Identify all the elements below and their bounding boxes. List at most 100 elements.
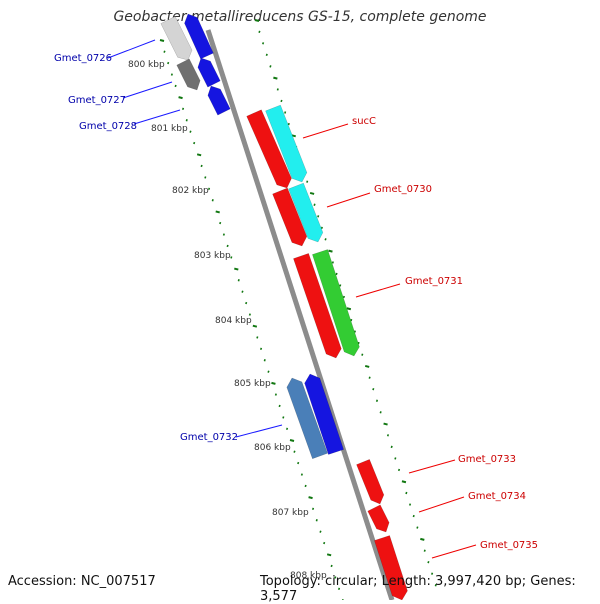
tick-mark <box>280 99 283 103</box>
tick-mark <box>204 176 207 179</box>
kbp-label: 800 kbp <box>128 60 165 70</box>
gene-feature <box>312 249 360 357</box>
kbp-label: 801 kbp <box>151 124 188 134</box>
tick-mark <box>434 584 437 587</box>
tick-mark <box>350 318 353 322</box>
gene-feature <box>246 109 292 189</box>
tick-mark <box>211 199 214 202</box>
gene-label: sucC <box>352 116 376 127</box>
tick-mark <box>262 42 265 45</box>
tick-mark <box>317 215 320 218</box>
gene-feature <box>265 104 308 183</box>
tick-marks <box>159 19 437 600</box>
gene-feature <box>374 535 408 600</box>
tick-mark <box>185 119 188 122</box>
tick-mark <box>300 473 303 476</box>
tick-mark <box>386 434 390 437</box>
tick-mark <box>431 572 434 575</box>
tick-mark <box>372 388 375 391</box>
tick-mark <box>401 480 407 484</box>
tick-mark <box>163 50 166 53</box>
tick-mark <box>291 134 296 138</box>
kbp-label: 802 kbp <box>172 186 209 196</box>
gene-feature <box>367 504 390 533</box>
tick-mark <box>178 96 183 100</box>
tick-mark <box>269 65 272 68</box>
tick-mark <box>339 284 342 287</box>
tick-mark <box>219 221 222 225</box>
kbp-label: 803 kbp <box>194 251 231 261</box>
tick-mark <box>284 111 287 114</box>
gene-feature <box>304 373 344 455</box>
callout-line <box>418 496 465 513</box>
tick-mark <box>353 330 356 333</box>
backbone-line <box>205 29 395 600</box>
callout-line <box>431 544 477 559</box>
tick-mark <box>304 484 307 488</box>
tick-mark <box>256 336 259 339</box>
gene-label: Gmet_0735 <box>480 540 538 551</box>
tick-mark <box>234 267 239 271</box>
tick-mark <box>222 233 225 236</box>
tick-mark <box>320 226 323 229</box>
gene-feature <box>286 377 328 460</box>
tick-mark <box>282 416 285 419</box>
tick-mark <box>289 439 295 442</box>
tick-mark <box>167 61 170 65</box>
tick-mark <box>306 180 309 183</box>
callout-line <box>408 459 456 474</box>
tick-mark <box>326 553 332 557</box>
tick-mark <box>328 249 333 253</box>
accession-text: Accession: NC_007517 <box>8 574 156 589</box>
gene-callouts: Gmet_0726 Gmet_0727 Gmet_0728 sucC Gmet_0730… <box>54 39 538 559</box>
tick-mark <box>252 324 258 328</box>
tick-mark <box>335 272 338 276</box>
tick-mark <box>420 537 425 541</box>
tick-mark <box>258 30 261 33</box>
gene-feature <box>176 58 201 91</box>
callout-line <box>235 424 283 438</box>
tick-mark <box>346 307 352 311</box>
tick-mark <box>368 376 371 379</box>
tick-mark <box>315 519 318 522</box>
gene-feature <box>293 253 342 359</box>
tick-mark <box>274 393 277 396</box>
tick-mark <box>427 560 430 564</box>
tick-mark <box>330 564 333 568</box>
kbp-label: 804 kbp <box>215 316 252 326</box>
gene-label: Gmet_0728 <box>79 121 137 132</box>
callout-line <box>326 192 371 208</box>
tick-mark <box>181 107 185 111</box>
tick-mark <box>297 461 300 465</box>
tick-mark <box>412 514 415 518</box>
tick-mark <box>200 164 203 168</box>
tick-mark <box>390 445 393 449</box>
gene-feature <box>288 182 324 243</box>
gene-label: Gmet_0734 <box>468 491 526 502</box>
callout-line <box>302 123 349 139</box>
gene-label: Gmet_0731 <box>405 276 463 287</box>
callout-line <box>133 109 181 125</box>
tick-mark <box>394 457 397 460</box>
tick-mark <box>311 507 315 511</box>
kbp-label: 806 kbp <box>254 443 291 453</box>
tick-mark <box>259 347 263 351</box>
tick-mark <box>397 468 401 472</box>
tick-mark <box>254 19 260 22</box>
gene-feature <box>272 187 308 247</box>
tick-mark <box>215 210 220 214</box>
tick-mark <box>309 191 315 195</box>
tick-mark <box>423 549 426 552</box>
tick-mark <box>285 427 289 431</box>
tick-mark <box>324 238 327 241</box>
tick-mark <box>230 256 233 259</box>
tick-mark <box>159 39 165 42</box>
tick-mark <box>189 130 192 133</box>
tick-mark <box>337 587 341 591</box>
tick-mark <box>405 491 408 495</box>
callout-line <box>107 39 156 59</box>
gene-feature <box>207 85 231 116</box>
tick-mark <box>237 279 240 282</box>
tick-mark <box>207 187 211 191</box>
kbp-label: 807 kbp <box>272 508 309 518</box>
